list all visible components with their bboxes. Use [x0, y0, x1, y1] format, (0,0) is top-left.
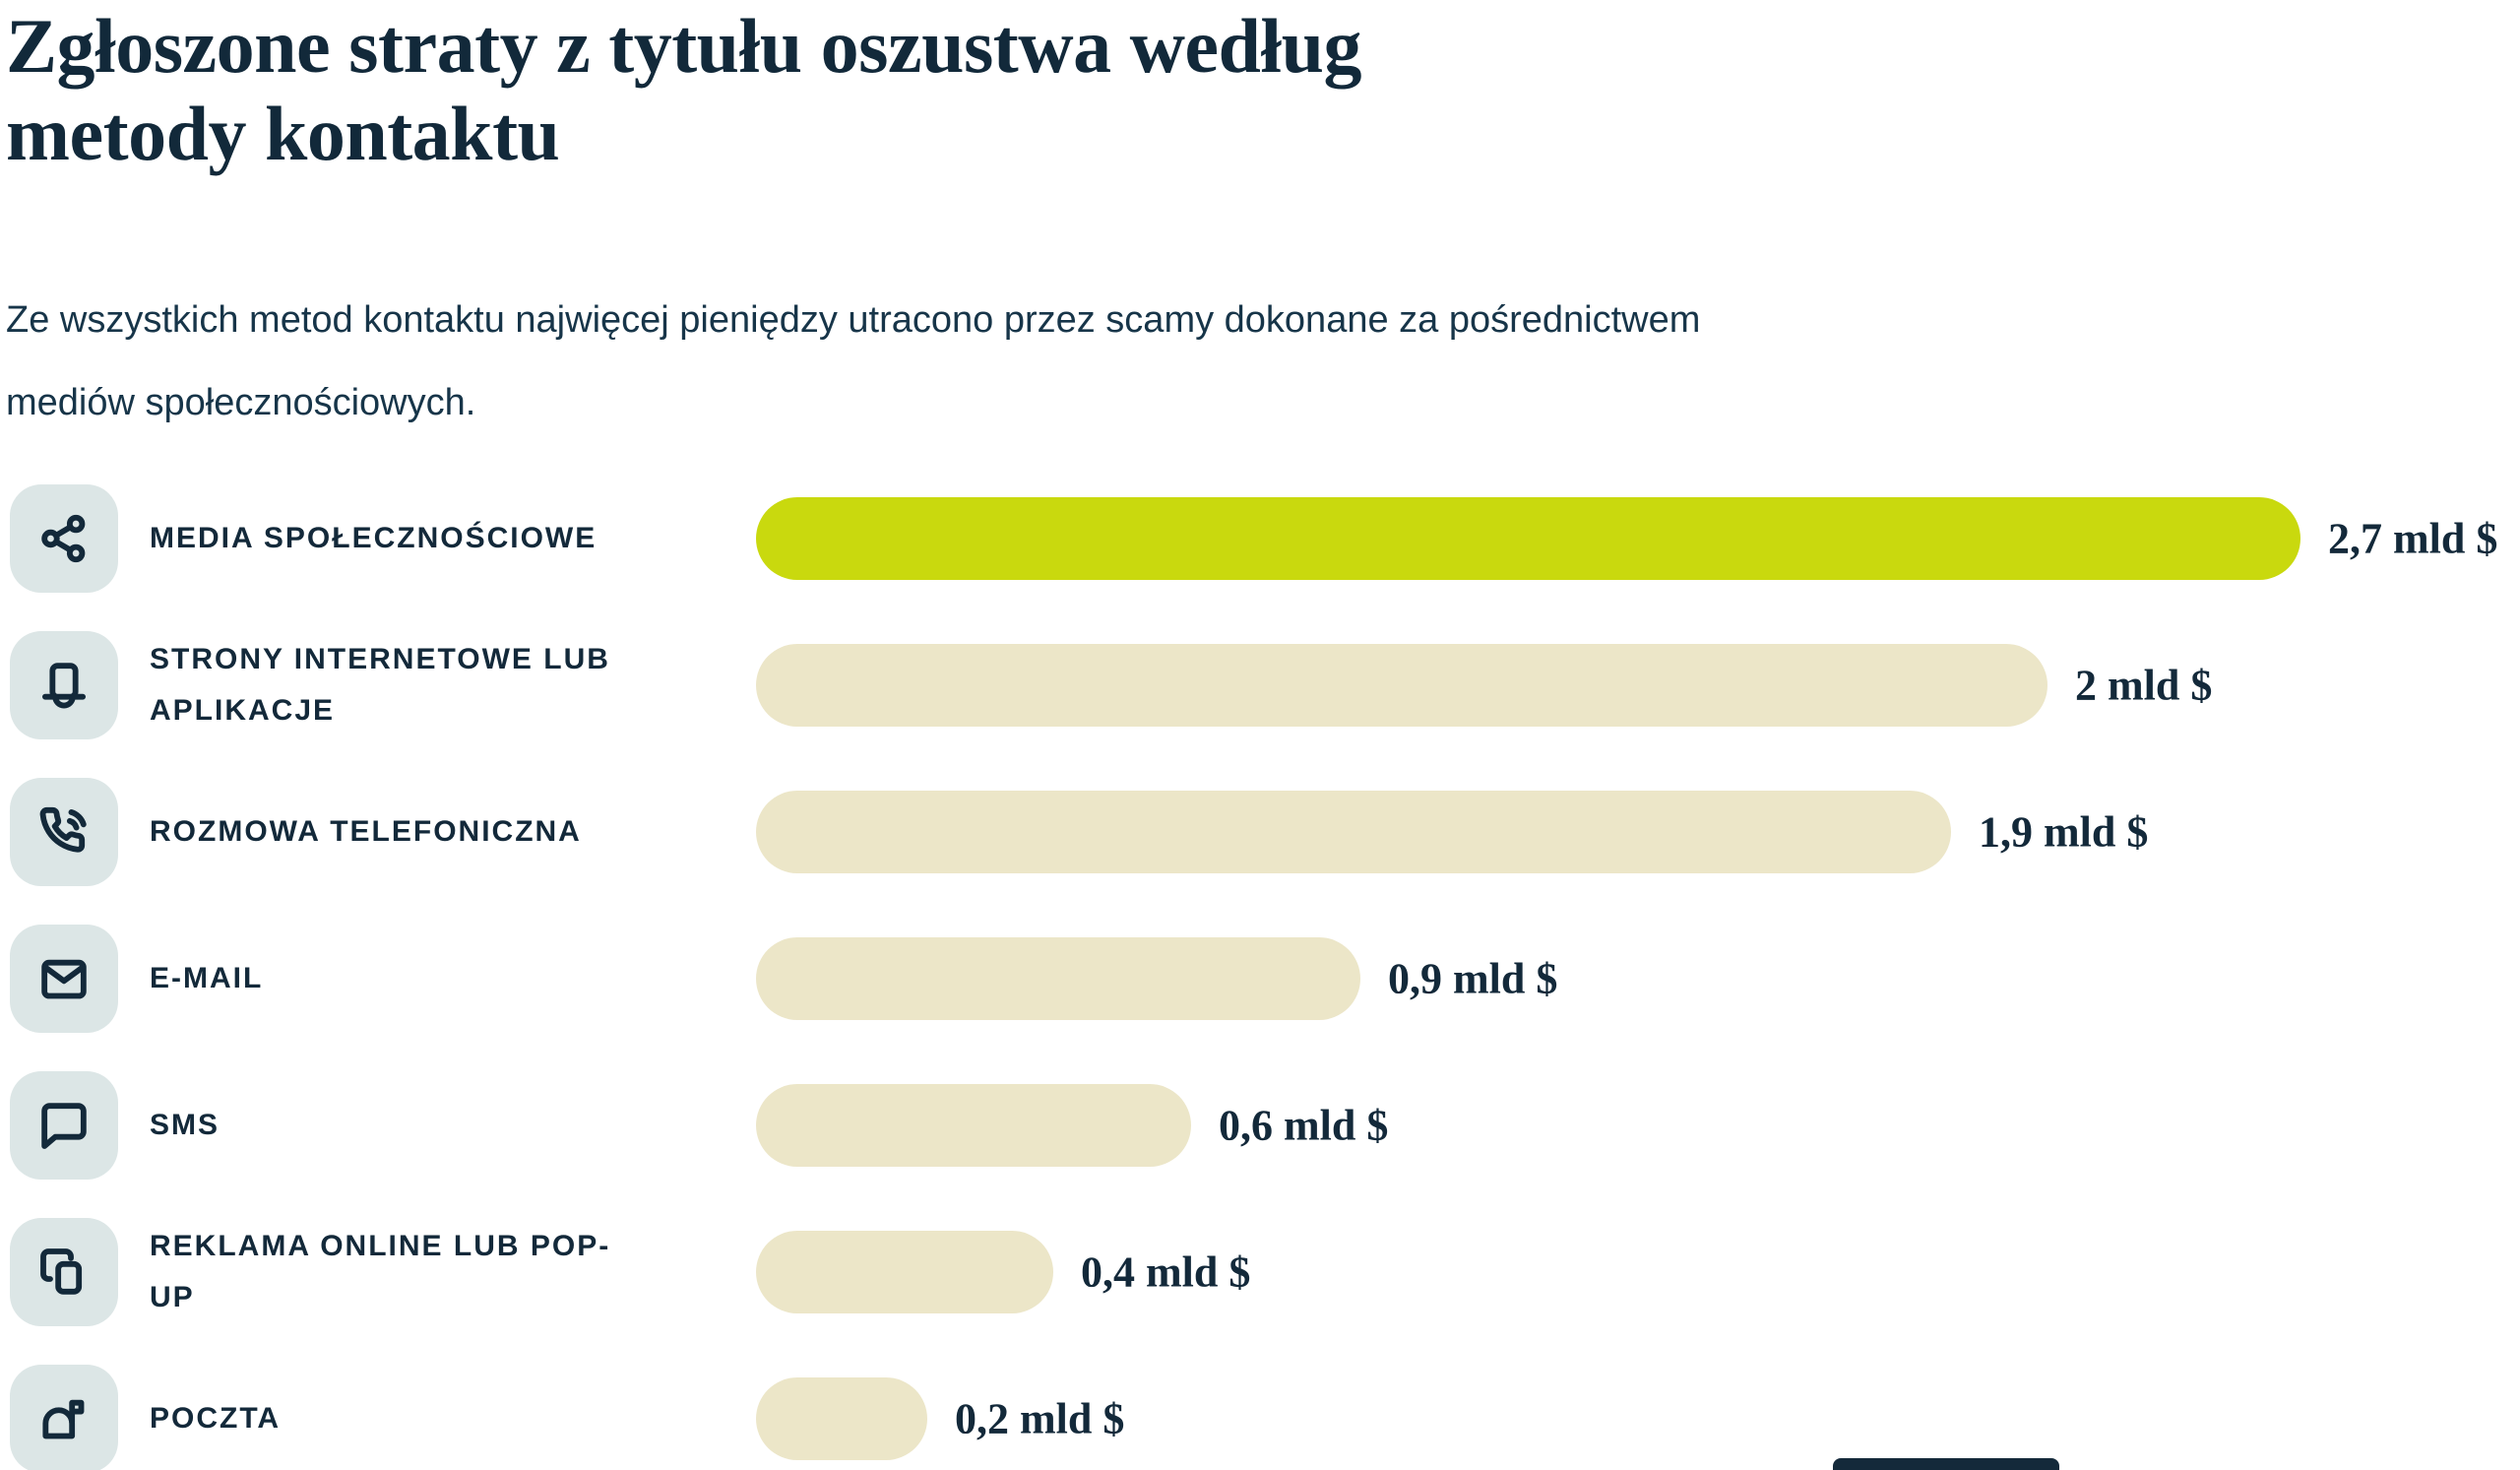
value-label: 0,4 mld $	[1081, 1247, 1251, 1296]
chat-bubble-icon	[41, 1102, 87, 1149]
subtitle-line-1: Ze wszystkich metod kontaktu najwięcej p…	[6, 299, 1701, 341]
phone-call-icon	[39, 806, 87, 853]
chart-row-reklama-online: REKLAMA ONLINE LUB POP-UP 0,4 mld $	[0, 1198, 2520, 1345]
value-label: 1,9 mld $	[1979, 807, 2149, 856]
bar-strony-internetowe	[756, 643, 2048, 727]
subtitle-line-2: mediów społecznościowych.	[6, 382, 476, 423]
category-label: ROZMOWA TELEFONICZNA	[150, 814, 582, 848]
page-title-line-2: metody kontaktu	[6, 91, 560, 176]
chart-row-media-spolecznosciowe: MEDIA SPOŁECZNOŚCIOWE 2,7 mld $	[0, 465, 2520, 611]
laptop-icon	[41, 662, 87, 708]
icon-tile	[10, 777, 118, 886]
header: Zgłoszone straty z tytułu oszustwa wedłu…	[6, 0, 2467, 177]
icon-tile	[10, 924, 118, 1033]
bar-email	[756, 936, 1360, 1020]
page-title: Zgłoszone straty z tytułu oszustwa wedłu…	[6, 0, 2467, 177]
chart-row-email: E-MAIL 0,9 mld $	[0, 905, 2520, 1052]
icon-tile	[10, 1217, 118, 1326]
icon-tile	[10, 1070, 118, 1180]
bar-reklama-online	[756, 1230, 1053, 1313]
chart-row-strony-internetowe: STRONY INTERNETOWE LUB APLIKACJE 2 mld $	[0, 611, 2520, 758]
mailbox-icon	[42, 1399, 85, 1438]
bar-chart: MEDIA SPOŁECZNOŚCIOWE 2,7 mld $ STRONY I…	[0, 465, 2520, 1470]
category-label: MEDIA SPOŁECZNOŚCIOWE	[150, 521, 598, 554]
chart-row-poczta: POCZTA 0,2 mld $	[0, 1345, 2520, 1470]
category-label: REKLAMA ONLINE LUB POP-UP	[150, 1229, 611, 1313]
category-label: E-MAIL	[150, 961, 264, 994]
icon-tile	[10, 483, 118, 593]
bar-media-spolecznosciowe	[756, 496, 2300, 580]
category-label: STRONY INTERNETOWE LUB APLIKACJE	[150, 642, 610, 727]
share-icon	[41, 514, 86, 562]
page-title-line-1: Zgłoszone straty z tytułu oszustwa wedłu…	[6, 3, 1362, 89]
chart-row-sms: SMS 0,6 mld $	[0, 1052, 2520, 1198]
icon-tile	[10, 630, 118, 739]
icon-tile	[10, 1364, 118, 1470]
value-label: 2,7 mld $	[2328, 514, 2498, 562]
chart-row-rozmowa-telefoniczna: ROZMOWA TELEFONICZNA 1,9 mld $	[0, 758, 2520, 905]
envelope-icon	[41, 959, 87, 998]
bar-rozmowa-telefoniczna	[756, 790, 1951, 873]
bar-poczta	[756, 1376, 927, 1460]
category-label: POCZTA	[150, 1401, 282, 1435]
bar-sms	[756, 1083, 1191, 1167]
popup-windows-icon	[40, 1247, 83, 1295]
value-label: 2 mld $	[2075, 661, 2213, 709]
bottom-cutoff-element	[1833, 1458, 2059, 1470]
subtitle: Ze wszystkich metod kontaktu najwięcej p…	[6, 279, 1700, 444]
category-label: SMS	[150, 1108, 220, 1141]
value-label: 0,6 mld $	[1219, 1101, 1389, 1149]
value-label: 0,9 mld $	[1388, 954, 1558, 1002]
value-label: 0,2 mld $	[955, 1394, 1125, 1442]
